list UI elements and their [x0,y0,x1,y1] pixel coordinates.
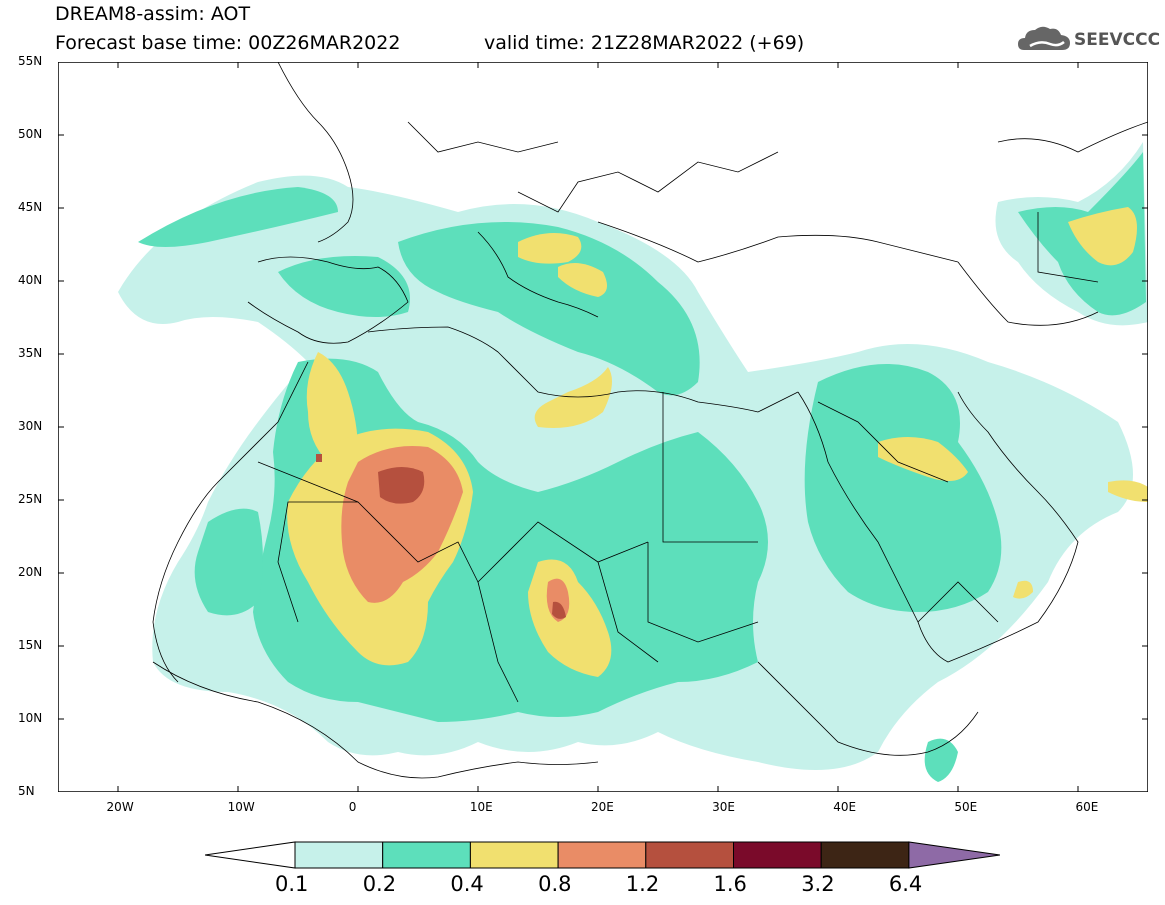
lon-label: 40E [833,800,857,814]
colorbar-segment [469,841,559,869]
lat-label: 30N [18,419,43,433]
colorbar-level-label: 1.6 [713,872,747,896]
colorbar-level-label: 0.1 [275,872,309,896]
colorbar-segment [557,841,647,869]
lat-label: 55N [18,54,43,68]
map-title: DREAM8-assim: AOT [55,3,251,25]
colorbar-level-label: 0.2 [362,872,397,896]
lat-label: 50N [18,127,43,141]
colorbar-under-arrow [205,841,296,869]
colorbar-segment [382,841,471,869]
colorbar-level-label: 6.4 [888,872,923,896]
logo-text: SEEVCCC [1074,30,1161,50]
valid-time: valid time: 21Z28MAR2022 (+69) [484,32,805,54]
colorbar-level-label: 0.8 [538,872,572,896]
lon-label: 50E [954,800,978,814]
colorbar-segment [645,841,734,869]
colorbar-level-label: 1.2 [625,872,660,896]
colorbar-segment [294,841,384,869]
lon-label: 20E [591,800,614,814]
aot-field-layer [118,142,1148,782]
lon-label: 10W [227,800,255,814]
lat-label: 5N [18,784,35,798]
colorbar-over-arrow [908,841,1000,869]
lon-label: 10E [469,800,493,814]
aot-map [58,62,1148,792]
colorbar-segment [820,841,910,869]
seevccc-logo: SEEVCCC [1016,18,1160,62]
cloud-icon [1018,26,1070,50]
lon-label: 30E [712,800,735,814]
lat-label: 40N [18,273,43,287]
lat-label: 20N [18,565,43,579]
lat-label: 45N [18,200,43,214]
lat-label: 10N [18,711,43,725]
country-borders [152,62,1148,779]
colorbar-segment [733,841,822,869]
colorbar-level-label: 0.4 [450,872,484,896]
forecast-base-time: Forecast base time: 00Z26MAR2022 [55,32,401,54]
lat-label: 35N [18,346,43,360]
colorbar-level-label: 3.2 [801,872,835,896]
lat-label: 15N [18,638,43,652]
lon-label: 0 [348,800,357,814]
lat-label: 25N [18,492,43,506]
lon-label: 20W [106,800,134,814]
lon-label: 60E [1075,800,1099,814]
colorbar [205,841,1000,869]
